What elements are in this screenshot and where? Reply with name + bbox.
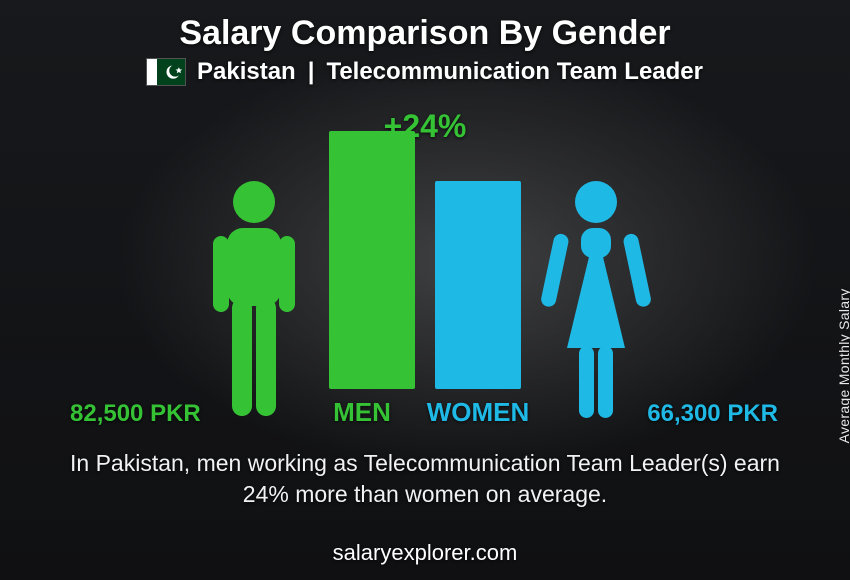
women-salary-value: 66,300 PKR xyxy=(647,400,778,428)
infographic-stage: Salary Comparison By Gender Pakistan | T… xyxy=(0,0,850,580)
flag-pakistan-icon xyxy=(147,59,185,85)
subtitle: Pakistan | Telecommunication Team Leader xyxy=(0,58,850,86)
men-salary-value: 82,500 PKR xyxy=(70,400,201,428)
subtitle-role: Telecommunication Team Leader xyxy=(326,58,703,86)
caption-text: In Pakistan, men working as Telecommunic… xyxy=(58,448,792,510)
subtitle-country: Pakistan xyxy=(197,58,296,86)
y-axis-label: Average Monthly Salary xyxy=(836,288,850,443)
man-silhouette-icon xyxy=(199,178,309,428)
women-bar xyxy=(435,181,521,389)
page-title: Salary Comparison By Gender xyxy=(0,14,850,53)
footer-source: salaryexplorer.com xyxy=(0,540,850,566)
woman-silhouette-icon xyxy=(541,178,651,428)
chart-figures: MEN WOMEN xyxy=(199,131,651,428)
men-bar xyxy=(329,131,415,389)
men-icon-col xyxy=(199,178,309,428)
women-label: WOMEN xyxy=(427,397,530,428)
women-icon-col xyxy=(541,178,651,428)
subtitle-sep: | xyxy=(308,58,315,86)
men-label: MEN xyxy=(333,397,391,428)
chart-area: +24% 82,500 PKR 66,300 PKR MEN WOMEN xyxy=(0,108,850,428)
men-bar-col: MEN xyxy=(309,131,415,428)
women-bar-col: WOMEN xyxy=(415,181,541,428)
